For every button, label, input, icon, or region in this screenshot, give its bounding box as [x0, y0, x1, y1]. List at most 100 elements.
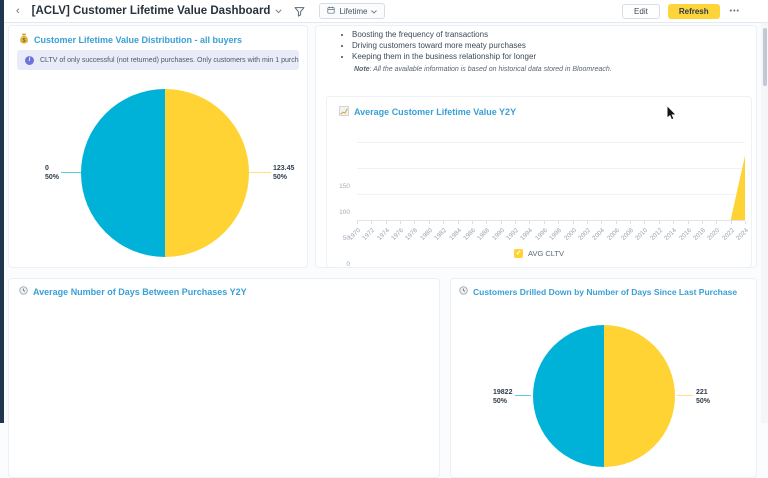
- x-axis-tick-label: 2014: [663, 227, 679, 242]
- gridline: [357, 142, 745, 143]
- x-axis-tick: [385, 221, 387, 224]
- pie-slice-label: 221 50%: [696, 389, 711, 405]
- pie-slice-label: 19822 50%: [493, 389, 513, 405]
- pie-label-connector: [515, 395, 531, 396]
- panel-cltv-overview: Boosting the frequency of transactions D…: [315, 25, 757, 268]
- x-axis-tick: [543, 221, 545, 224]
- scrollbar-track[interactable]: [761, 23, 768, 423]
- description-bullet-list: Boosting the frequency of transactions D…: [316, 26, 756, 61]
- x-axis-tick: [673, 221, 675, 224]
- date-range-label: Lifetime: [339, 6, 368, 16]
- x-axis-tick-label: 1988: [476, 227, 492, 242]
- cltv-distribution-pie-chart[interactable]: [81, 89, 249, 257]
- gridline: [357, 194, 745, 195]
- pie-label-connector: [249, 172, 271, 173]
- x-axis-tick-label: 2002: [577, 227, 592, 242]
- panel-drilldown: Customers Drilled Down by Number of Days…: [450, 278, 757, 478]
- legend-checkbox-icon[interactable]: ✓: [514, 249, 523, 258]
- x-axis-tick-label: 1976: [390, 227, 406, 242]
- x-axis-tick-label: 1972: [361, 227, 377, 242]
- refresh-button[interactable]: Refresh: [667, 3, 720, 19]
- x-axis-tick: [687, 221, 689, 224]
- avg-cltv-xlabels: 1970 1972 1974 1976 1978 1980 1982 1984 1986 1988…: [347, 220, 750, 253]
- panel-cltv-distribution-title: $ Customer Lifetime Value Distribution -…: [19, 33, 242, 46]
- x-axis-tick-label: 2006: [605, 227, 621, 242]
- avg-cltv-chart-title: Average Customer Lifetime Value Y2Y: [339, 106, 516, 118]
- avg-cltv-legend[interactable]: ✓ AVG CLTV: [327, 249, 751, 258]
- panel-title-text: Average Number of Days Between Purchases…: [33, 286, 247, 297]
- money-bag-icon: $: [19, 33, 29, 46]
- filter-icon[interactable]: [294, 6, 305, 17]
- panel-drilldown-title: Customers Drilled Down by Number of Days…: [459, 286, 737, 297]
- x-axis-tick: [615, 221, 617, 224]
- left-nav-strip: [0, 0, 4, 423]
- panel-title-text: Customers Drilled Down by Number of Days…: [473, 286, 738, 297]
- more-options-button[interactable]: •••: [729, 7, 740, 15]
- x-axis-tick-label: 1998: [548, 227, 564, 242]
- y-axis-tick-label: 50: [342, 235, 350, 242]
- x-axis-tick: [357, 221, 358, 224]
- x-axis-tick-label: 2000: [562, 227, 578, 242]
- header-bar: ‹ [ACLV] Customer Lifetime Value Dashboa…: [4, 0, 768, 23]
- calendar-icon: [327, 6, 336, 16]
- bullet-item: Boosting the frequency of transactions: [352, 30, 756, 40]
- title-dropdown-chevron-icon[interactable]: [275, 8, 283, 14]
- avg-cltv-area-shape: [357, 155, 745, 220]
- x-axis-tick: [601, 221, 603, 224]
- drilldown-pie-chart[interactable]: [533, 325, 675, 467]
- header-actions: Edit Refresh •••: [622, 3, 742, 19]
- edit-button[interactable]: Edit: [622, 3, 660, 19]
- panel-days-between-purchases: Average Number of Days Between Purchases…: [8, 278, 440, 478]
- x-axis-tick: [414, 221, 416, 224]
- avg-cltv-area-chart[interactable]: [357, 142, 745, 220]
- x-axis-tick: [371, 221, 373, 224]
- x-axis-tick-label: 1978: [404, 227, 420, 242]
- note-text: : All the available information is based…: [369, 66, 612, 73]
- dashboard-description: Boosting the frequency of transactions D…: [316, 26, 756, 74]
- panel-title-text: Customer Lifetime Value Distribution - a…: [34, 34, 243, 45]
- clock-icon: [459, 286, 468, 297]
- x-axis-tick: [443, 221, 445, 224]
- x-axis-tick-label: 1990: [490, 227, 506, 242]
- x-axis-tick: [572, 221, 574, 224]
- y-axis-tick-label: 0: [346, 261, 350, 268]
- x-axis-tick: [457, 221, 459, 224]
- chart-increasing-icon: [339, 106, 349, 118]
- avg-cltv-ylabels: 0 50 100 150: [327, 142, 353, 267]
- x-axis-tick: [658, 221, 660, 224]
- x-axis-tick-label: 2008: [620, 227, 635, 242]
- x-axis-tick-label: 1994: [519, 227, 535, 242]
- x-axis-tick-label: 2018: [691, 227, 707, 242]
- avg-cltv-plot: [357, 142, 745, 221]
- avg-cltv-chart-card: Average Customer Lifetime Value Y2Y 0 50 1…: [326, 96, 752, 267]
- pie-label-connector: [677, 395, 693, 396]
- x-axis-tick: [515, 221, 517, 224]
- x-axis-tick: [701, 221, 703, 224]
- pie-slice-label: 0 50%: [45, 165, 60, 181]
- x-axis-tick: [529, 221, 531, 224]
- pie-slice-label: 123.45 50%: [273, 165, 295, 181]
- x-axis-tick-label: 1984: [447, 227, 463, 242]
- svg-text:$: $: [22, 38, 25, 44]
- page-title[interactable]: [ACLV] Customer Lifetime Value Dashboard: [31, 5, 271, 17]
- x-axis-tick-label: 2004: [591, 227, 607, 242]
- x-axis-tick-label: 1996: [533, 227, 549, 242]
- x-axis-tick-label: 2024: [735, 227, 750, 242]
- scrollbar-thumb[interactable]: [763, 28, 767, 86]
- x-axis-tick-label: 2010: [634, 227, 650, 242]
- bullet-item: Driving customers toward more meaty purc…: [352, 41, 756, 51]
- x-axis-tick: [586, 221, 588, 224]
- x-axis-tick-label: 1982: [433, 227, 449, 242]
- date-range-button[interactable]: Lifetime: [319, 3, 386, 19]
- gridline: [357, 168, 745, 169]
- x-axis-tick: [558, 221, 560, 224]
- legend-series-label: AVG CLTV: [528, 249, 564, 258]
- x-axis-tick: [745, 221, 746, 224]
- x-axis-tick: [486, 221, 488, 224]
- bullet-item: Keeping them in the business relationshi…: [352, 52, 756, 62]
- info-banner-text: CLTV of only successful (not returned) p…: [40, 56, 299, 64]
- chevron-down-icon: [371, 7, 378, 16]
- clock-icon: [19, 286, 28, 297]
- back-button[interactable]: ‹: [12, 5, 24, 17]
- x-axis-tick: [730, 221, 732, 224]
